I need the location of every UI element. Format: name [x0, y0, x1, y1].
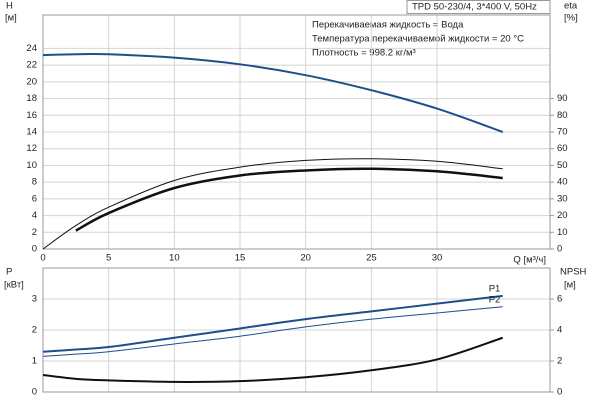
- y2-axis-unit: [м]: [564, 280, 576, 291]
- series-label: P2: [489, 294, 501, 305]
- y-tick-label: 2: [32, 227, 37, 238]
- x-tick-label: 5: [106, 253, 111, 264]
- chart-title: TPD 50-230/4, 3*400 V, 50Hz: [412, 2, 537, 13]
- y-tick-label: 24: [26, 43, 37, 54]
- y2-tick-label: 30: [557, 193, 568, 204]
- y-tick-label: 3: [32, 294, 37, 305]
- plot-frame: [42, 267, 551, 393]
- y-tick-label: 2: [32, 325, 37, 336]
- note: Перекачиваемая жидкость = Вода: [312, 20, 464, 31]
- y-axis-unit: [м]: [5, 13, 17, 24]
- y2-axis-label: eta: [564, 1, 578, 12]
- y-tick-label: 0: [32, 244, 37, 255]
- y2-tick-label: 0: [557, 387, 562, 398]
- y2-tick-label: 10: [557, 227, 568, 238]
- y2-axis-label: NPSH: [560, 267, 587, 278]
- y-tick-label: 14: [26, 127, 37, 138]
- title-box: [406, 0, 551, 14]
- y-axis-unit: [кВт]: [4, 280, 24, 291]
- x-tick-label: 30: [432, 253, 443, 264]
- y-tick-label: 22: [26, 60, 37, 71]
- y2-tick-label: 4: [557, 325, 562, 336]
- y-axis-label: H: [6, 1, 13, 12]
- x-tick-label: 15: [235, 253, 246, 264]
- note: Температура перекачиваемой жидкости = 20…: [312, 34, 524, 45]
- y2-tick-label: 0: [557, 244, 562, 255]
- y-tick-label: 18: [26, 93, 37, 104]
- y2-axis-unit: [%]: [564, 13, 578, 24]
- x-tick-label: 20: [300, 253, 311, 264]
- y-tick-label: 6: [32, 193, 37, 204]
- x-tick-label: 0: [40, 253, 45, 264]
- y2-tick-label: 2: [557, 356, 562, 367]
- y-tick-label: 1: [32, 356, 37, 367]
- y-axis-label: P: [6, 267, 12, 278]
- y2-tick-label: 80: [557, 110, 568, 121]
- y2-tick-label: 70: [557, 127, 568, 138]
- note: Плотность = 998.2 кг/м³: [312, 48, 416, 59]
- x-axis-label: Q [м³/ч]: [513, 255, 546, 266]
- y2-tick-label: 40: [557, 177, 568, 188]
- y2-tick-label: 60: [557, 143, 568, 154]
- y-tick-label: 0: [32, 387, 37, 398]
- series-label: P1: [489, 283, 501, 294]
- series-line: [42, 52, 504, 133]
- series-line: [42, 306, 503, 357]
- y-tick-label: 4: [32, 210, 37, 221]
- series-line: [42, 158, 503, 250]
- y-tick-label: 8: [32, 177, 37, 188]
- series-line: [42, 336, 504, 383]
- y2-tick-label: 6: [557, 294, 562, 305]
- y-tick-label: 20: [26, 76, 37, 87]
- plot-frame: [42, 14, 551, 250]
- y2-tick-label: 20: [557, 210, 568, 221]
- y-tick-label: 16: [26, 110, 37, 121]
- y-tick-label: 12: [26, 143, 37, 154]
- x-tick-label: 25: [366, 253, 377, 264]
- y2-tick-label: 90: [557, 93, 568, 104]
- series-line: [42, 294, 503, 353]
- series-line: [75, 167, 503, 232]
- x-tick-label: 10: [169, 253, 180, 264]
- y-tick-label: 10: [26, 160, 37, 171]
- y2-tick-label: 50: [557, 160, 568, 171]
